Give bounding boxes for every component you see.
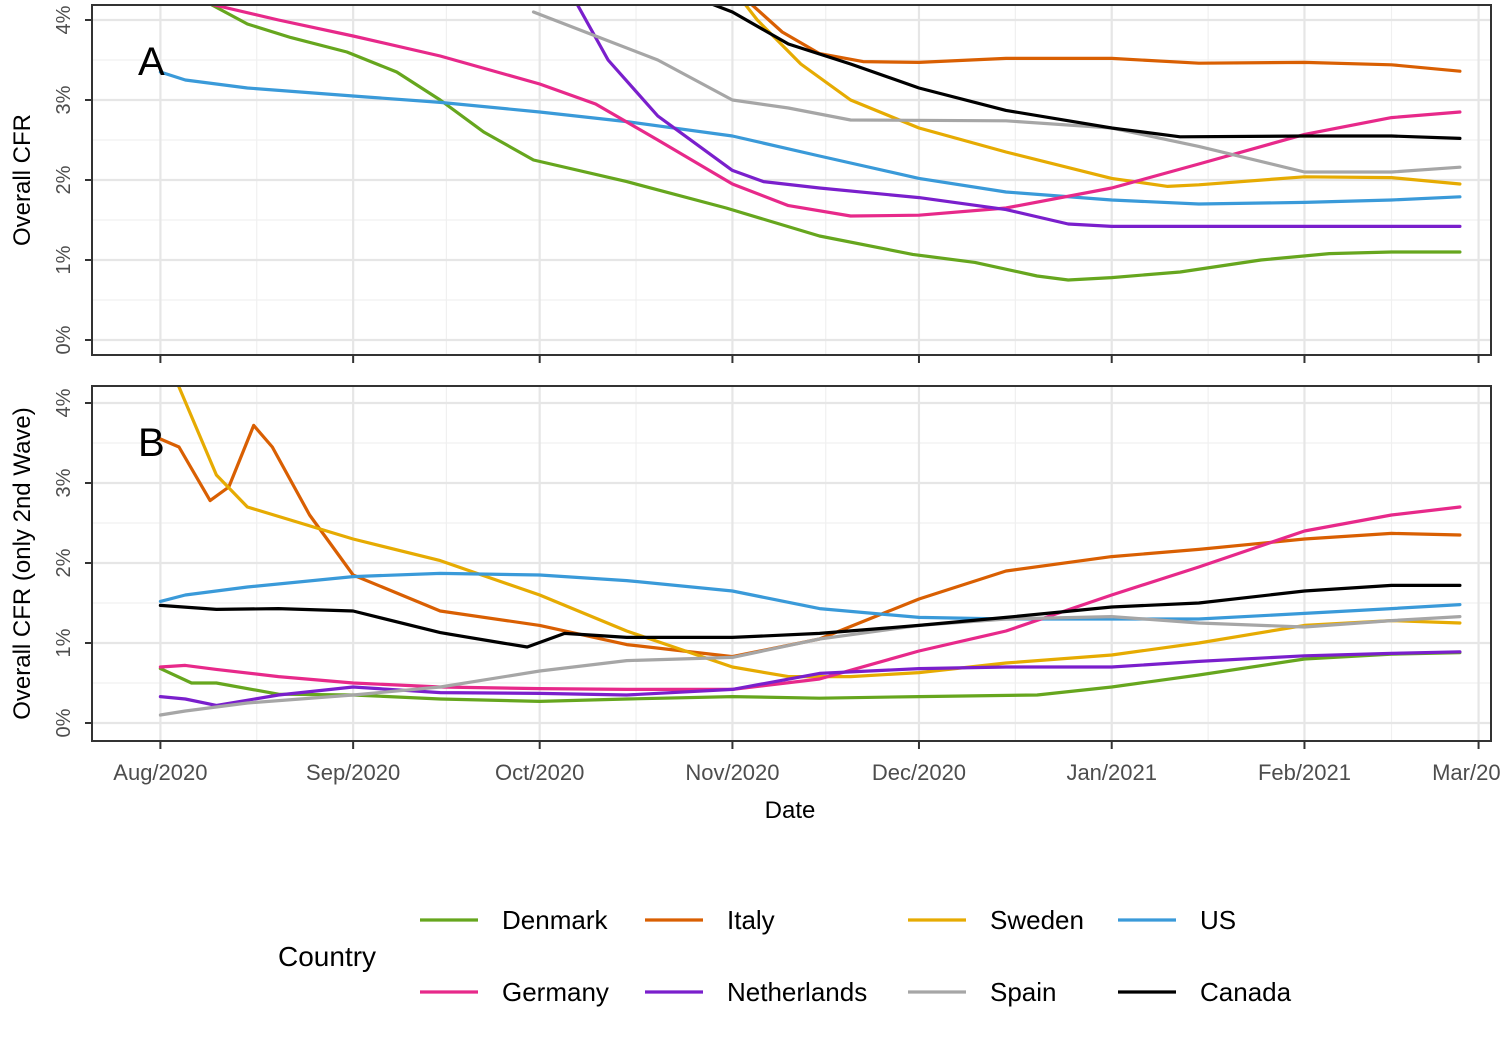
series-line-canada <box>158 583 1462 649</box>
legend-item-us: US <box>1118 905 1236 935</box>
x-axis-ticks: Aug/2020 Sep/2020 Oct/2020 Nov/2020 Dec/2020… <box>113 760 1500 785</box>
series-lines <box>158 386 1462 717</box>
series-lines <box>158 5 1462 282</box>
x-tick-label: Dec/2020 <box>872 760 966 785</box>
x-axis-title: Date <box>765 797 816 824</box>
legend-label: US <box>1200 905 1236 935</box>
x-tick-label: Sep/2020 <box>306 760 400 785</box>
legend-title: Country <box>278 941 376 972</box>
series-line-spain <box>158 615 1462 717</box>
series-line-sweden <box>743 5 1462 188</box>
y-axis-title: Overall CFR (only 2nd Wave) <box>9 407 36 720</box>
y-axis-title: Overall CFR <box>9 114 36 246</box>
legend-item-italy: Italy <box>645 905 775 935</box>
legend-label: Spain <box>990 977 1057 1007</box>
x-tick-label: Nov/2020 <box>685 760 779 785</box>
legend-label: Netherlands <box>727 977 867 1007</box>
legend-label: Italy <box>727 905 775 935</box>
y-axis-ticks: 0% 1% 2% 3% 4% <box>53 5 92 354</box>
y-tick-label: 4% <box>53 388 75 417</box>
series-line-canada <box>709 5 1462 140</box>
x-tick-label: Oct/2020 <box>495 760 584 785</box>
legend-item-spain: Spain <box>908 977 1057 1007</box>
y-tick-label: 3% <box>53 468 75 497</box>
y-tick-label: 3% <box>53 85 75 114</box>
panel-tag: A <box>138 40 165 84</box>
legend-label: Denmark <box>502 905 608 935</box>
series-line-sweden <box>177 386 1462 679</box>
series-line-denmark <box>158 651 1462 703</box>
y-tick-label: 1% <box>53 245 75 274</box>
legend-item-sweden: Sweden <box>908 905 1084 935</box>
legend-item-netherlands: Netherlands <box>645 977 867 1007</box>
legend-item-germany: Germany <box>420 977 609 1007</box>
series-line-netherlands <box>158 650 1462 707</box>
legend-label: Germany <box>502 977 609 1007</box>
series-line-italy <box>749 5 1462 73</box>
y-tick-label: 0% <box>53 708 75 737</box>
y-tick-label: 2% <box>53 548 75 577</box>
y-axis-ticks: 0% 1% 2% 3% 4% <box>53 388 92 737</box>
x-tick-label: Feb/2021 <box>1258 760 1351 785</box>
x-tick-label: Aug/2020 <box>113 760 207 785</box>
panel-a: 0% 1% 2% 3% 4% Overall CFR A <box>9 4 1492 363</box>
panel-tag: B <box>138 421 165 465</box>
y-tick-label: 0% <box>53 325 75 354</box>
series-line-denmark <box>208 5 1462 282</box>
y-tick-label: 2% <box>53 165 75 194</box>
x-tick-label: Jan/2021 <box>1066 760 1157 785</box>
legend-label: Canada <box>1200 977 1292 1007</box>
y-tick-label: 4% <box>53 5 75 34</box>
legend-item-canada: Canada <box>1118 977 1292 1007</box>
legend-label: Sweden <box>990 905 1084 935</box>
panel-b: 0% 1% 2% 3% 4% Overall CFR (only 2nd Wave) B <box>9 385 1492 749</box>
series-line-us <box>158 70 1462 206</box>
series-line-spain <box>531 10 1462 174</box>
x-tick-label: Mar/2021 <box>1432 760 1500 785</box>
series-line-netherlands <box>575 5 1462 228</box>
y-tick-label: 1% <box>53 628 75 657</box>
legend: Country Denmark Italy Sweden US Germany Nethe… <box>278 905 1292 1007</box>
series-line-us <box>158 571 1462 621</box>
legend-item-denmark: Denmark <box>420 905 608 935</box>
